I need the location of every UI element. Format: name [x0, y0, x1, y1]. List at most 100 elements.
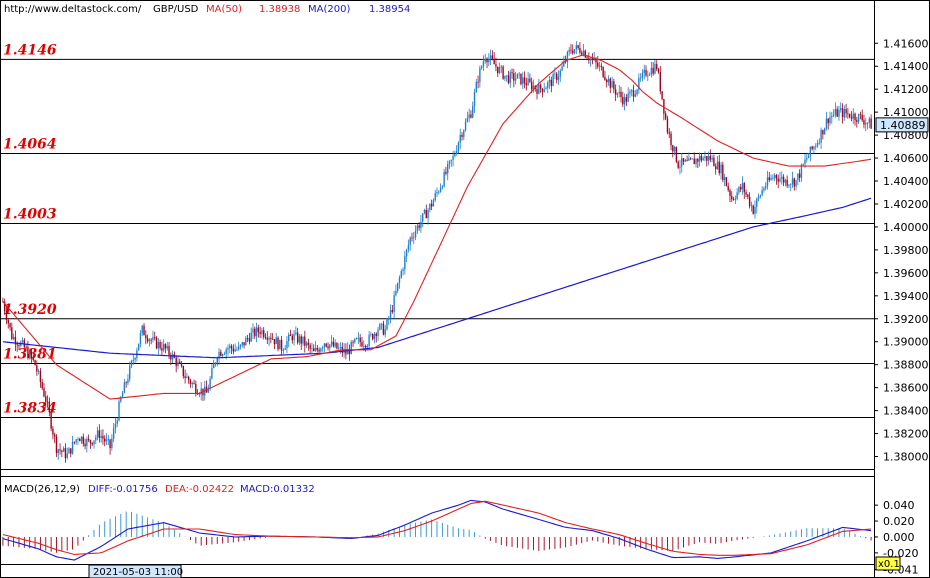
candle-body: [538, 84, 540, 94]
candle-body: [559, 70, 561, 77]
price-tick-label: 1.38200: [883, 428, 929, 441]
macd-dea: DEA:-0.02422: [165, 484, 234, 495]
candle-body: [707, 155, 710, 161]
candle-body: [18, 345, 20, 347]
candle-body: [614, 89, 617, 95]
candle-body: [98, 430, 101, 438]
candle-body: [856, 120, 858, 122]
candle-body: [45, 396, 47, 402]
candle-body: [250, 332, 252, 342]
candle-body: [661, 91, 663, 100]
candle-body: [55, 436, 58, 453]
candle-body: [361, 342, 363, 347]
candle-body: [388, 318, 390, 320]
candle-body: [786, 179, 788, 186]
candle-body: [116, 420, 118, 424]
candle-body: [784, 179, 787, 183]
candle-body: [211, 368, 213, 379]
candle-body: [745, 192, 747, 195]
price-tick-label: 1.39000: [883, 336, 929, 349]
candle-body: [507, 75, 510, 83]
candle-body: [330, 341, 333, 345]
candle-body: [164, 344, 167, 349]
candle-body: [513, 73, 515, 81]
candle-body: [266, 337, 268, 340]
candle-body: [345, 349, 347, 355]
macd-tick-label: 0.020: [883, 515, 915, 528]
candle-body: [852, 113, 854, 119]
candle-body: [768, 177, 770, 180]
candle-body: [627, 93, 629, 102]
price-tick-label: 1.40000: [883, 221, 929, 234]
candle-body: [543, 89, 545, 92]
candle-body: [275, 337, 277, 345]
candle-body: [134, 357, 136, 360]
candle-body: [209, 378, 211, 389]
candle-body: [420, 221, 422, 228]
candle-body: [280, 339, 283, 351]
candle-body: [311, 348, 313, 350]
candle-body: [207, 388, 210, 393]
candle-body: [418, 225, 420, 228]
candle-body: [865, 123, 867, 125]
scale-label[interactable]: x0.1: [878, 559, 900, 570]
candle-body: [530, 81, 533, 90]
candle-body: [802, 164, 804, 165]
candle-body: [395, 290, 397, 296]
candle-body: [713, 157, 715, 167]
candle-body: [827, 118, 829, 124]
candle-body: [595, 58, 597, 63]
candle-body: [268, 337, 270, 340]
candle-body: [111, 438, 113, 449]
candle-body: [716, 161, 719, 170]
candle-body: [254, 328, 256, 337]
candle-body: [346, 348, 349, 355]
candle-body: [338, 347, 340, 349]
candle-body: [325, 343, 327, 347]
candle-body: [622, 97, 624, 105]
candle-body: [91, 442, 93, 445]
candle-body: [554, 73, 556, 75]
candle-body: [93, 440, 95, 445]
candle-body: [736, 192, 738, 199]
candle-body: [843, 109, 846, 118]
candle-body: [848, 113, 851, 118]
candle-body: [430, 203, 433, 207]
candle-body: [454, 154, 456, 156]
candle-body: [670, 133, 672, 146]
candle-body: [286, 340, 288, 349]
candle-body: [529, 78, 531, 82]
candle-body: [498, 66, 501, 74]
candle-body: [271, 338, 274, 340]
candle-body: [157, 342, 160, 349]
candle-body: [336, 342, 338, 349]
candle-body: [729, 190, 731, 197]
candle-body: [391, 310, 394, 312]
candle-body: [568, 49, 570, 52]
source-url: http://www.deltastock.com/: [4, 4, 142, 15]
candle-body: [563, 61, 565, 67]
candle-body: [557, 76, 560, 80]
candle-body: [629, 91, 631, 94]
candle-body: [218, 351, 220, 359]
candle-body: [822, 129, 824, 135]
candle-body: [455, 151, 458, 155]
candle-body: [536, 88, 538, 94]
candle-body: [654, 64, 656, 74]
candle-body: [484, 58, 486, 62]
candle-body: [37, 370, 40, 372]
candle-body: [606, 79, 608, 83]
candle-body: [480, 66, 483, 69]
candle-body: [21, 340, 24, 343]
scale-box[interactable]: [875, 556, 901, 571]
candle-body: [398, 277, 401, 283]
candle-body: [609, 78, 611, 88]
price-tick-label: 1.41000: [883, 106, 929, 119]
candle-body: [759, 195, 762, 197]
candle-body: [461, 134, 463, 137]
candle-body: [482, 61, 485, 67]
candle-body: [550, 79, 553, 87]
candle-body: [548, 79, 551, 83]
candle-body: [466, 118, 469, 122]
